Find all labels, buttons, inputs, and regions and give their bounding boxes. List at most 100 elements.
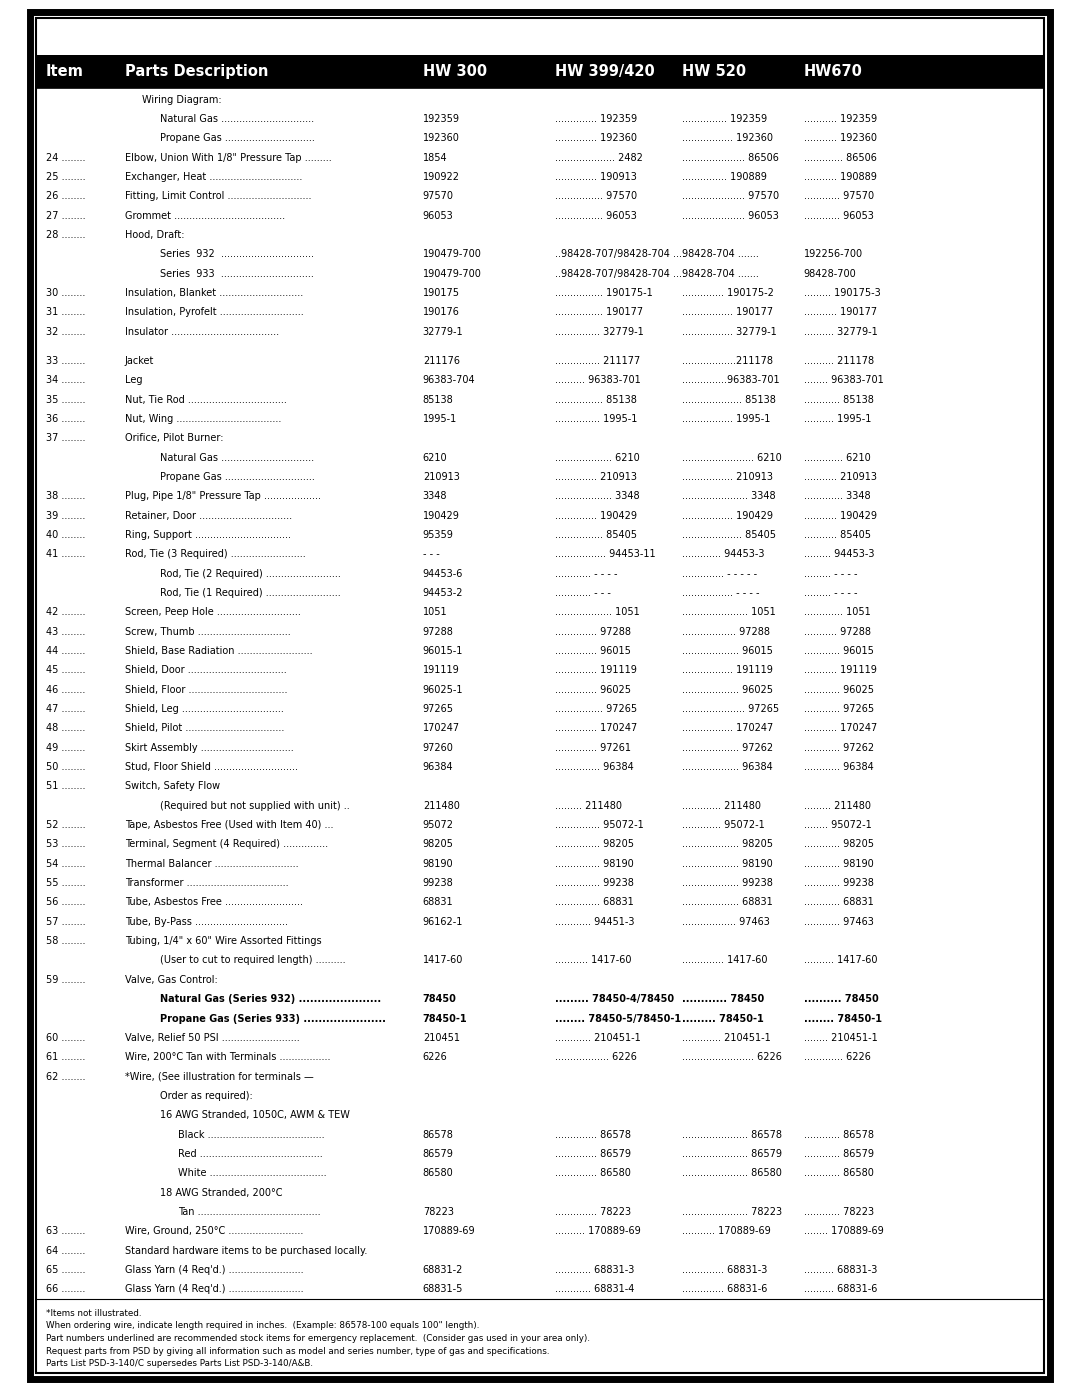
- Text: ................... 97262: ................... 97262: [681, 743, 773, 753]
- Text: 43 ........: 43 ........: [45, 627, 85, 637]
- Text: 32 ........: 32 ........: [45, 327, 85, 337]
- Text: 98428-704 .......: 98428-704 .......: [681, 268, 758, 279]
- Text: .............. 190429: .............. 190429: [555, 510, 636, 521]
- Text: 57 ........: 57 ........: [45, 916, 85, 926]
- Text: ............... 98205: ............... 98205: [555, 840, 634, 849]
- Text: 32779-1: 32779-1: [422, 327, 463, 337]
- Text: Insulator ....................................: Insulator ..............................…: [125, 327, 279, 337]
- Text: 211480: 211480: [422, 800, 460, 810]
- Text: Wire, 200°C Tan with Terminals .................: Wire, 200°C Tan with Terminals .........…: [125, 1052, 330, 1062]
- Text: ..98428-707/98428-704 ....: ..98428-707/98428-704 ....: [555, 250, 685, 260]
- Text: .......... 68831-3: .......... 68831-3: [804, 1266, 877, 1275]
- Text: Plug, Pipe 1/8" Pressure Tap ...................: Plug, Pipe 1/8" Pressure Tap ...........…: [125, 492, 321, 502]
- Text: 47 ........: 47 ........: [45, 704, 85, 714]
- Text: 60 ........: 60 ........: [45, 1032, 85, 1042]
- Text: ............ - - - -: ............ - - - -: [555, 569, 617, 578]
- Text: 50 ........: 50 ........: [45, 761, 85, 773]
- Text: ................... 3348: ................... 3348: [555, 492, 639, 502]
- Text: ............ 68831-4: ............ 68831-4: [555, 1284, 634, 1295]
- Text: ............... 95072-1: ............... 95072-1: [555, 820, 644, 830]
- Text: ............... 192359: ............... 192359: [681, 115, 767, 124]
- Text: ............ 99238: ............ 99238: [804, 879, 874, 888]
- Text: ............ 97570: ............ 97570: [804, 191, 874, 201]
- Text: 30 ........: 30 ........: [45, 288, 85, 298]
- Text: ............. 6210: ............. 6210: [804, 453, 870, 462]
- Text: Jacket: Jacket: [125, 356, 154, 366]
- Text: 192256-700: 192256-700: [804, 250, 863, 260]
- Text: ........... 190889: ........... 190889: [804, 172, 877, 182]
- Text: Rod, Tie (1 Required) .........................: Rod, Tie (1 Required) ..................…: [160, 588, 341, 598]
- Text: 96053: 96053: [422, 211, 454, 221]
- Text: 28 ........: 28 ........: [45, 231, 85, 240]
- Text: ................. 190177: ................. 190177: [681, 307, 773, 317]
- Text: ............ 86580: ............ 86580: [804, 1168, 874, 1178]
- Text: 37 ........: 37 ........: [45, 433, 85, 443]
- Text: ................ 85138: ................ 85138: [555, 394, 636, 405]
- Text: 6210: 6210: [422, 453, 447, 462]
- Text: .............. 68831-3: .............. 68831-3: [681, 1266, 767, 1275]
- Text: Tube, By-Pass ...............................: Tube, By-Pass ..........................…: [125, 916, 288, 926]
- Text: 97265: 97265: [422, 704, 454, 714]
- Text: ........... 192359: ........... 192359: [804, 115, 877, 124]
- Text: 63 ........: 63 ........: [45, 1227, 85, 1236]
- Text: .............. 192359: .............. 192359: [555, 115, 637, 124]
- Text: ............ 68831: ............ 68831: [804, 897, 874, 908]
- Text: Propane Gas ..............................: Propane Gas ............................…: [160, 472, 315, 482]
- Text: 68831: 68831: [422, 897, 454, 908]
- Text: ............. 211480: ............. 211480: [681, 800, 760, 810]
- Text: ............... 190889: ............... 190889: [681, 172, 767, 182]
- Text: 98205: 98205: [422, 840, 454, 849]
- Text: ...................... 1051: ...................... 1051: [681, 608, 775, 617]
- Text: 86580: 86580: [422, 1168, 454, 1178]
- Text: Tubing, 1/4" x 60" Wire Assorted Fittings: Tubing, 1/4" x 60" Wire Assorted Fitting…: [125, 936, 322, 946]
- Text: Rod, Tie (3 Required) .........................: Rod, Tie (3 Required) ..................…: [125, 549, 306, 559]
- Text: 96384: 96384: [422, 761, 454, 773]
- Text: ...................... 86580: ...................... 86580: [681, 1168, 782, 1178]
- Text: .............. 192360: .............. 192360: [555, 133, 636, 144]
- Text: Parts List PSD-3-140/C supersedes Parts List PSD-3-140/A&B.: Parts List PSD-3-140/C supersedes Parts …: [45, 1359, 313, 1368]
- Text: 96015-1: 96015-1: [422, 645, 463, 657]
- Text: Shield, Leg ..................................: Shield, Leg ............................…: [125, 704, 284, 714]
- Text: .............. 190913: .............. 190913: [555, 172, 636, 182]
- Text: ......... 78450-4/78450: ......... 78450-4/78450: [555, 995, 674, 1004]
- Text: ................... 1051: ................... 1051: [555, 608, 639, 617]
- Text: 53 ........: 53 ........: [45, 840, 85, 849]
- Text: - - -: - - -: [422, 549, 440, 559]
- Text: Valve, Gas Control:: Valve, Gas Control:: [125, 975, 218, 985]
- Text: ..98428-707/98428-704 ....: ..98428-707/98428-704 ....: [555, 268, 685, 279]
- Text: Insulation, Pyrofelt ............................: Insulation, Pyrofelt ...................…: [125, 307, 303, 317]
- Text: ........ 210451-1: ........ 210451-1: [804, 1032, 877, 1042]
- Text: Shield, Door .................................: Shield, Door ...........................…: [125, 665, 286, 675]
- Text: Terminal, Segment (4 Required) ...............: Terminal, Segment (4 Required) .........…: [125, 840, 328, 849]
- Text: ................. 1995-1: ................. 1995-1: [681, 414, 770, 423]
- Text: ................ 96053: ................ 96053: [555, 211, 636, 221]
- Text: Retainer, Door ...............................: Retainer, Door .........................…: [125, 510, 292, 521]
- Text: .............. 86579: .............. 86579: [555, 1148, 631, 1160]
- Text: ................. 32779-1: ................. 32779-1: [681, 327, 777, 337]
- Text: Propane Gas (Series 933) ......................: Propane Gas (Series 933) ...............…: [160, 1013, 386, 1024]
- Text: 210451: 210451: [422, 1032, 460, 1042]
- Text: 192359: 192359: [422, 115, 460, 124]
- Text: 85138: 85138: [422, 394, 454, 405]
- Text: ........... 85405: ........... 85405: [804, 529, 870, 539]
- Text: ...................... 3348: ...................... 3348: [681, 492, 775, 502]
- Text: 36 ........: 36 ........: [45, 414, 85, 423]
- Text: Tube, Asbestos Free ..........................: Tube, Asbestos Free ....................…: [125, 897, 302, 908]
- Text: Insulation, Blanket ............................: Insulation, Blanket ....................…: [125, 288, 303, 298]
- Text: ........... 192360: ........... 192360: [804, 133, 877, 144]
- Text: 46 ........: 46 ........: [45, 685, 85, 694]
- Text: 6226: 6226: [422, 1052, 447, 1062]
- Text: ............... 32779-1: ............... 32779-1: [555, 327, 644, 337]
- Text: 170247: 170247: [422, 724, 460, 733]
- Text: Shield, Pilot .................................: Shield, Pilot ..........................…: [125, 724, 284, 733]
- Text: 68831-2: 68831-2: [422, 1266, 463, 1275]
- Text: ............... 99238: ............... 99238: [555, 879, 634, 888]
- Text: ................... 98190: ................... 98190: [681, 859, 772, 869]
- Text: ................. 190429: ................. 190429: [681, 510, 772, 521]
- Text: ......... 211480: ......... 211480: [555, 800, 622, 810]
- Text: 68831-5: 68831-5: [422, 1284, 463, 1295]
- Text: Tape, Asbestos Free (Used with Item 40) ...: Tape, Asbestos Free (Used with Item 40) …: [125, 820, 334, 830]
- Text: .............. 86578: .............. 86578: [555, 1130, 631, 1140]
- Text: ............. 86506: ............. 86506: [804, 152, 877, 162]
- Text: HW 399/420: HW 399/420: [555, 64, 654, 80]
